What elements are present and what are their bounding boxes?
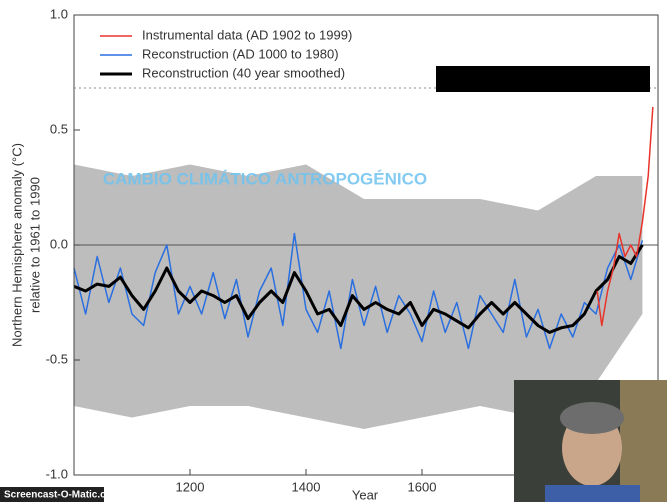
- x-axis-label: Year: [352, 487, 379, 502]
- y-tick-label: -0.5: [46, 351, 68, 366]
- y-tick-label: 0.5: [50, 121, 68, 136]
- x-tick-label: 1400: [292, 479, 321, 494]
- x-tick-label: 1200: [176, 479, 205, 494]
- watermark: Screencast-O-Matic.com: [4, 490, 121, 501]
- annotation: CAMBIO CLIMÁTICO ANTROPOGÉNICO: [103, 169, 427, 188]
- x-tick-label: 1600: [408, 479, 437, 494]
- webcam-shirt: [545, 485, 640, 502]
- webcam: [514, 380, 667, 502]
- legend-label: Reconstruction (40 year smoothed): [142, 65, 345, 80]
- legend-label: Instrumental data (AD 1902 to 1999): [142, 27, 352, 42]
- y-tick-label: 1.0: [50, 6, 68, 21]
- chart: CAMBIO CLIMÁTICO ANTROPOGÉNICO Northern …: [0, 0, 667, 502]
- y-tick-label: -1.0: [46, 466, 68, 481]
- y-tick-label: 0.0: [50, 236, 68, 251]
- page: CAMBIO CLIMÁTICO ANTROPOGÉNICO Northern …: [0, 0, 667, 502]
- y-axis-label: Northern Hemisphere anomaly (°C): [9, 143, 24, 347]
- webcam-hair: [560, 402, 624, 434]
- redaction: [436, 66, 650, 92]
- webcam-shelf: [620, 380, 667, 502]
- y-axis-label: relative to 1961 to 1990: [27, 177, 42, 313]
- legend-label: Reconstruction (AD 1000 to 1980): [142, 46, 339, 61]
